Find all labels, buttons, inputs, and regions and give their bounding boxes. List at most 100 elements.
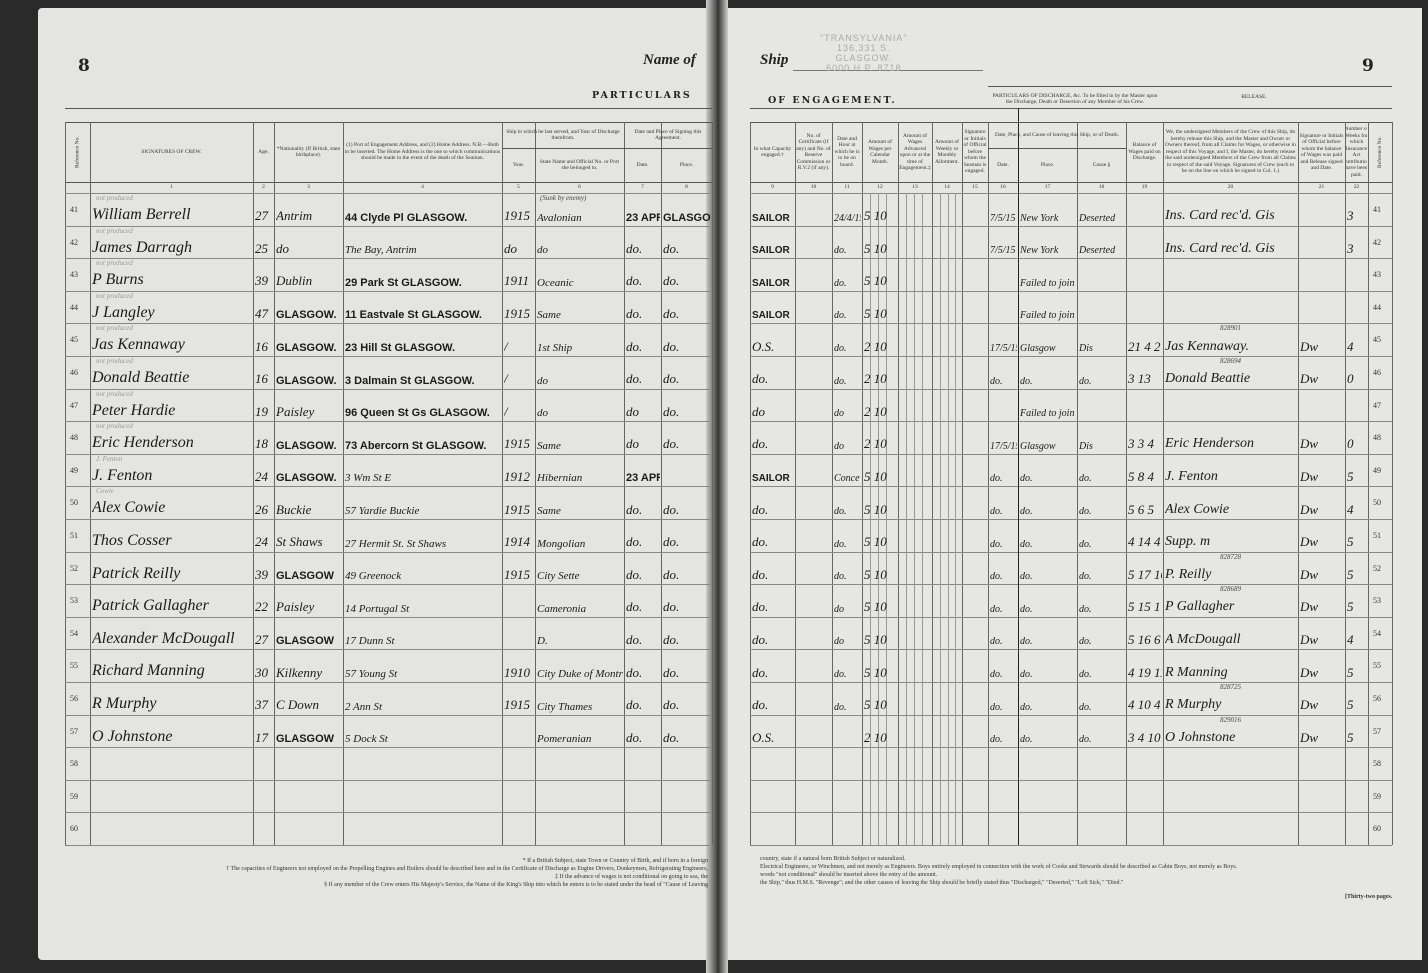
row-rule (750, 682, 1392, 683)
engagement-cell: do. (834, 538, 847, 550)
engagement-cell: Dw (1300, 729, 1319, 745)
right-column-number: 20 (1227, 184, 1234, 191)
engagement-cell: do. (990, 538, 1003, 550)
footnote: § If any member of the Crew enters His M… (324, 882, 708, 888)
crew-cell: 17 (255, 729, 268, 745)
engagement-cell: do. (752, 501, 769, 517)
reference-number: 60 (1373, 824, 1381, 834)
row-rule (750, 551, 1392, 553)
right-column-number: 19 (1141, 184, 1148, 191)
crew-cell: GLASGOW. (276, 341, 337, 354)
column-divider (1392, 122, 1393, 845)
engagement-cell: 5 10 (864, 566, 887, 582)
ship-label: Ship (760, 52, 789, 68)
engagement-cell: O.S. (752, 338, 775, 354)
footnote: country, state if a natural born British… (760, 856, 906, 862)
crew-cell: 23 APR 1915 (626, 211, 660, 224)
crew-cell: Jas Kennaway (92, 336, 185, 354)
reference-number: 48 (70, 433, 78, 443)
row-rule (750, 421, 1392, 423)
engagement-cell: do. (752, 371, 769, 387)
engagement-cell: do. (1079, 701, 1092, 713)
column-divider (1298, 122, 1299, 845)
crew-cell: 18 (255, 436, 268, 452)
discharge-divider (1018, 108, 1019, 845)
right-column-number: 13 (912, 184, 918, 191)
right-header-13: Number of Weeks for which Insurance Act … (1346, 126, 1367, 178)
row-rule (750, 356, 1392, 357)
engagement-cell: 2 10 (864, 729, 887, 745)
engagement-cell: do. (1079, 603, 1092, 615)
annotation: not produced (96, 226, 133, 235)
engagement-cell: do. (1020, 636, 1033, 648)
annotation: J. Fenton (96, 454, 123, 463)
row-rule (65, 616, 712, 618)
row-rule (750, 584, 1392, 586)
crew-cell: do (537, 374, 548, 387)
crew-cell: Buckie (276, 501, 312, 517)
crew-cell: Kilkenny (276, 664, 323, 680)
right-column-number: 10 (810, 184, 817, 191)
crew-cell: do. (663, 697, 680, 713)
reference-number: 59 (70, 791, 78, 801)
crew-cell: do. (663, 664, 680, 680)
reference-number: 47 (70, 400, 78, 410)
crew-cell: GLASGOW. (276, 374, 337, 387)
left-column-number: 8 (685, 184, 688, 191)
column-divider (343, 122, 344, 845)
engagement-cell: 0 (1347, 371, 1354, 387)
column-divider (1345, 122, 1346, 845)
column-divider (750, 122, 751, 845)
crew-cell: 22 (255, 599, 268, 615)
engagement-cell: 24/4/15 (834, 212, 861, 224)
subheader-rule (988, 148, 1126, 149)
row-rule (65, 356, 712, 357)
reference-number: 49 (70, 465, 78, 475)
engagement-cell: do (834, 408, 844, 420)
engagement-cell: 5 (1347, 729, 1354, 745)
engagement-cell: do. (834, 245, 847, 257)
row-rule (65, 747, 712, 749)
engagement-cell: 3 13 (1128, 371, 1151, 387)
row-rule (750, 486, 1392, 488)
engagement-cell: do. (752, 664, 769, 680)
crew-cell: 73 Abercorn St GLASGOW. (345, 439, 487, 452)
page-number-right: 9 (1362, 56, 1374, 76)
column-divider (832, 122, 833, 845)
crew-cell: do. (626, 729, 643, 745)
engagement-cell: do. (752, 566, 769, 582)
engagement-cell: 4 (1347, 338, 1354, 354)
sub-column-divider (886, 193, 887, 845)
engagement-cell: 5 10 (864, 240, 887, 256)
engagement-cell: 5 10 (864, 306, 887, 322)
engagement-cell: 5 10 (864, 469, 887, 485)
crew-cell: City Sette (537, 570, 580, 583)
row-rule (65, 779, 712, 781)
discharge-number: 829016 (1220, 715, 1241, 724)
column-divider (988, 122, 989, 845)
crew-cell: James Darragh (92, 238, 192, 256)
reference-number: 47 (1373, 400, 1381, 410)
reference-number: 45 (70, 335, 78, 345)
left-header-4: (1) Port of Engagement Address, and (2) … (344, 142, 501, 162)
engagement-cell: Dw (1300, 632, 1319, 648)
last-ship-group-header: Ship in which he last served, and Year o… (506, 128, 620, 142)
engagement-cell: 5 10 (864, 534, 887, 550)
engagement-cell: 5 6 5 (1128, 501, 1154, 517)
crew-cell: 23 Hill St GLASGOW. (345, 341, 456, 354)
right-column-number: 12 (877, 184, 883, 191)
sub-column-divider (940, 193, 941, 845)
column-divider (795, 122, 796, 845)
column-divider (661, 122, 662, 845)
crew-cell: Dublin (276, 273, 313, 289)
crew-cell: 5 Dock St (345, 733, 388, 746)
annotation: not produced (96, 291, 133, 300)
engagement-cell: 0 (1347, 436, 1354, 452)
reference-number: 50 (70, 498, 78, 508)
reference-number: 58 (70, 759, 78, 769)
engagement-cell: Dw (1300, 436, 1319, 452)
right-column-number: 15 (972, 184, 978, 191)
discharge-number: 828689 (1220, 585, 1241, 594)
engagement-cell: do. (834, 277, 847, 289)
engagement-cell: Deserted (1079, 245, 1116, 257)
